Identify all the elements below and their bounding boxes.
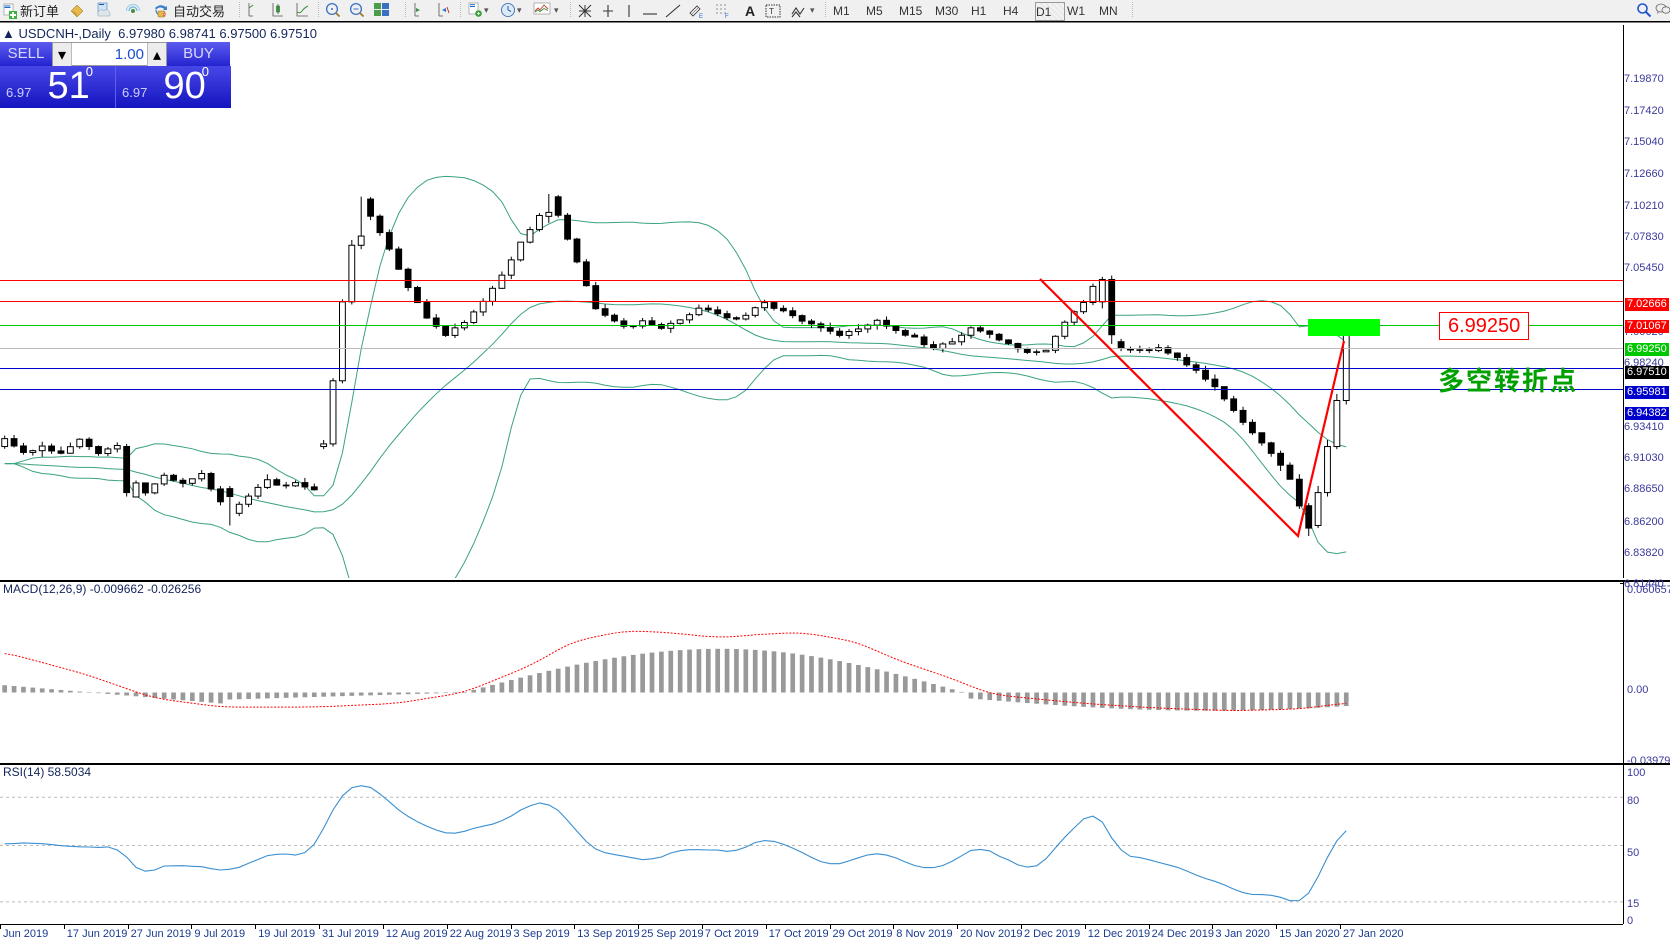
svg-text:F: F [725, 14, 729, 19]
svg-text:T: T [769, 7, 774, 16]
svg-text:E: E [699, 14, 703, 19]
